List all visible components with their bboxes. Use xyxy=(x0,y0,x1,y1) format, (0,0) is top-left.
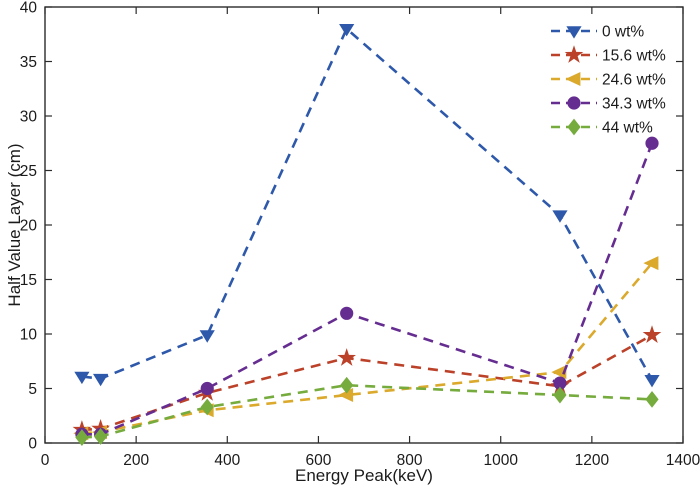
legend-marker xyxy=(567,96,581,110)
y-tick-label: 10 xyxy=(20,327,38,344)
x-axis-label: Energy Peak(keV) xyxy=(295,466,433,485)
x-tick-label: 1200 xyxy=(575,452,610,469)
y-tick-label: 0 xyxy=(28,436,37,453)
series-marker xyxy=(645,136,659,150)
x-tick-label: 1000 xyxy=(483,452,518,469)
series-line xyxy=(81,383,653,439)
series-15.6wt xyxy=(72,325,662,438)
y-tick-label: 35 xyxy=(20,54,37,71)
series-line xyxy=(81,142,654,436)
legend-item-24.6wt: 24.6 wt% xyxy=(551,72,666,89)
plot-box xyxy=(44,6,684,444)
legend-label: 24.6 wt% xyxy=(602,72,666,89)
legend-item-44wt: 44 wt% xyxy=(551,118,653,137)
series-marker xyxy=(200,381,214,396)
series-0wt xyxy=(74,24,660,388)
series-marker xyxy=(339,24,355,37)
legend: 0 wt% 15.6 wt% 24.6 wt% 34.3 wt% 44 wt% xyxy=(551,24,666,137)
series-marker xyxy=(552,210,568,223)
series-24.6wt xyxy=(73,256,659,441)
legend-marker xyxy=(564,45,584,63)
series-marker xyxy=(74,371,90,385)
x-tick-label: 0 xyxy=(41,452,50,469)
series-marker xyxy=(340,376,354,394)
y-axis-label: Half Value Layer (cm) xyxy=(5,143,24,307)
legend-item-0wt: 0 wt% xyxy=(551,24,644,41)
x-tick-label: 1400 xyxy=(666,452,700,469)
series-marker xyxy=(643,256,659,271)
x-tick-label: 600 xyxy=(305,452,331,469)
series-marker xyxy=(199,330,215,343)
series-marker xyxy=(92,373,109,387)
legend-label: 15.6 wt% xyxy=(602,48,666,65)
y-tick-label: 25 xyxy=(20,163,37,180)
y-tick-label: 40 xyxy=(20,0,38,17)
series-marker xyxy=(200,398,214,416)
series-marker xyxy=(340,306,354,320)
series-44wt xyxy=(75,376,659,446)
legend-label: 0 wt% xyxy=(602,24,644,41)
x-tick-label: 400 xyxy=(214,452,240,469)
y-tick-label: 20 xyxy=(20,218,38,235)
legend-item-34.3wt: 34.3 wt% xyxy=(551,96,666,113)
series-marker xyxy=(553,376,567,390)
legend-marker xyxy=(567,118,581,136)
legend-label: 34.3 wt% xyxy=(602,96,666,113)
series-marker xyxy=(337,348,357,366)
series-marker xyxy=(642,325,662,344)
series-marker xyxy=(338,388,354,403)
y-tick-label: 30 xyxy=(20,109,38,126)
legend-item-15.6wt: 15.6 wt% xyxy=(551,45,666,65)
x-tick-label: 200 xyxy=(123,452,149,469)
x-tick-label: 800 xyxy=(397,452,423,469)
series-marker xyxy=(93,428,108,445)
series-marker xyxy=(553,386,567,404)
series-marker xyxy=(645,391,659,408)
legend-marker xyxy=(565,72,581,86)
legend-label: 44 wt% xyxy=(602,120,653,137)
series-line xyxy=(81,26,654,381)
series-marker xyxy=(551,365,567,380)
series-line xyxy=(81,262,654,435)
legend-marker xyxy=(566,26,582,39)
y-tick-label: 5 xyxy=(28,381,37,398)
series-marker xyxy=(644,374,660,388)
y-tick-label: 15 xyxy=(20,272,37,289)
